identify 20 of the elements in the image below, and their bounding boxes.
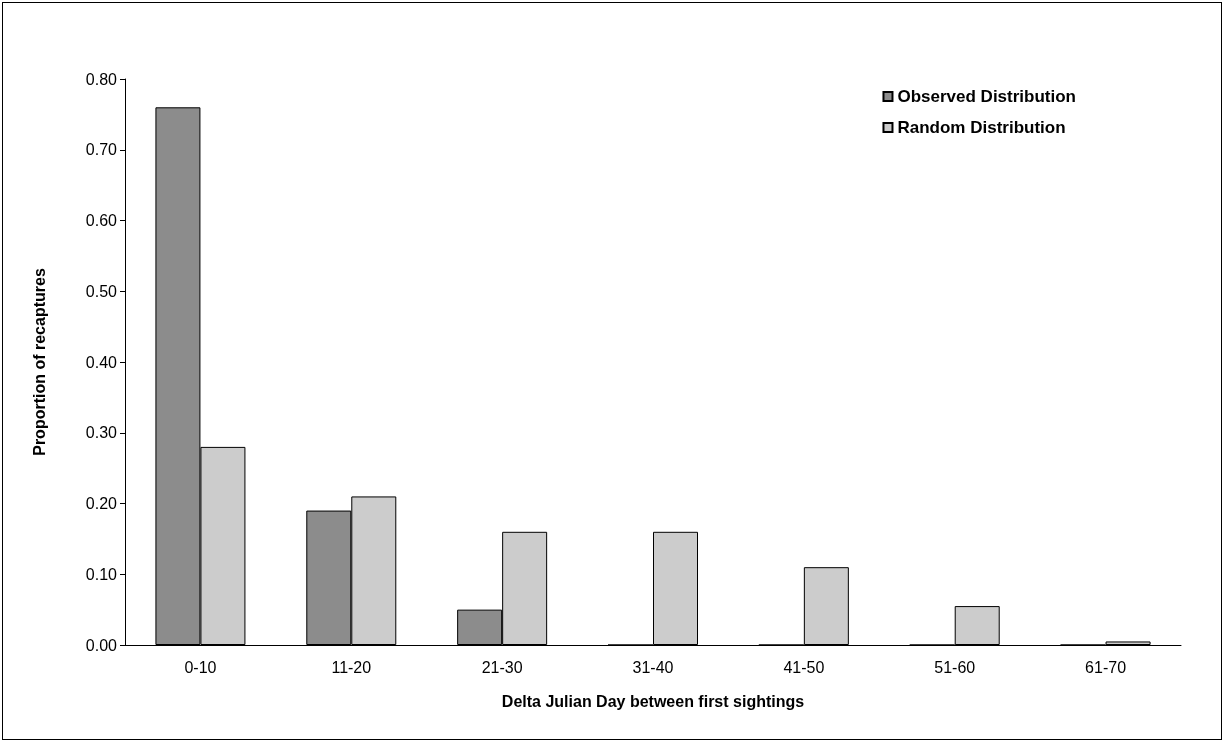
y-tick-label: 0.80 [85,70,118,88]
x-tick-label: 21-30 [481,658,523,676]
y-tick-label: 0.60 [85,212,118,229]
y-tick-label: 0.20 [85,495,118,512]
x-tick-label: 31-40 [632,658,674,676]
y-tick-label: 0.50 [85,282,118,300]
x-tick-label: 11-20 [331,658,372,676]
x-tick-label: 41-50 [783,658,825,676]
y-tick-label: 0.30 [85,424,118,442]
y-axis-title: Proportion of recaptures [30,268,48,456]
y-tick-label: 0.40 [85,353,118,371]
y-tick-label: 0.70 [85,141,118,159]
x-tick-label: 51-60 [934,658,976,676]
y-tick-label: 0.00 [85,636,118,654]
legend-label: Observed Distribution [897,87,1077,106]
x-axis-title: Delta Julian Day between first sightings [501,692,805,710]
x-tick-label: 61-70 [1085,658,1127,676]
legend-label: Random Distribution [897,118,1066,137]
x-tick-label: 0-10 [184,658,217,676]
y-tick-label: 0.10 [85,565,118,583]
